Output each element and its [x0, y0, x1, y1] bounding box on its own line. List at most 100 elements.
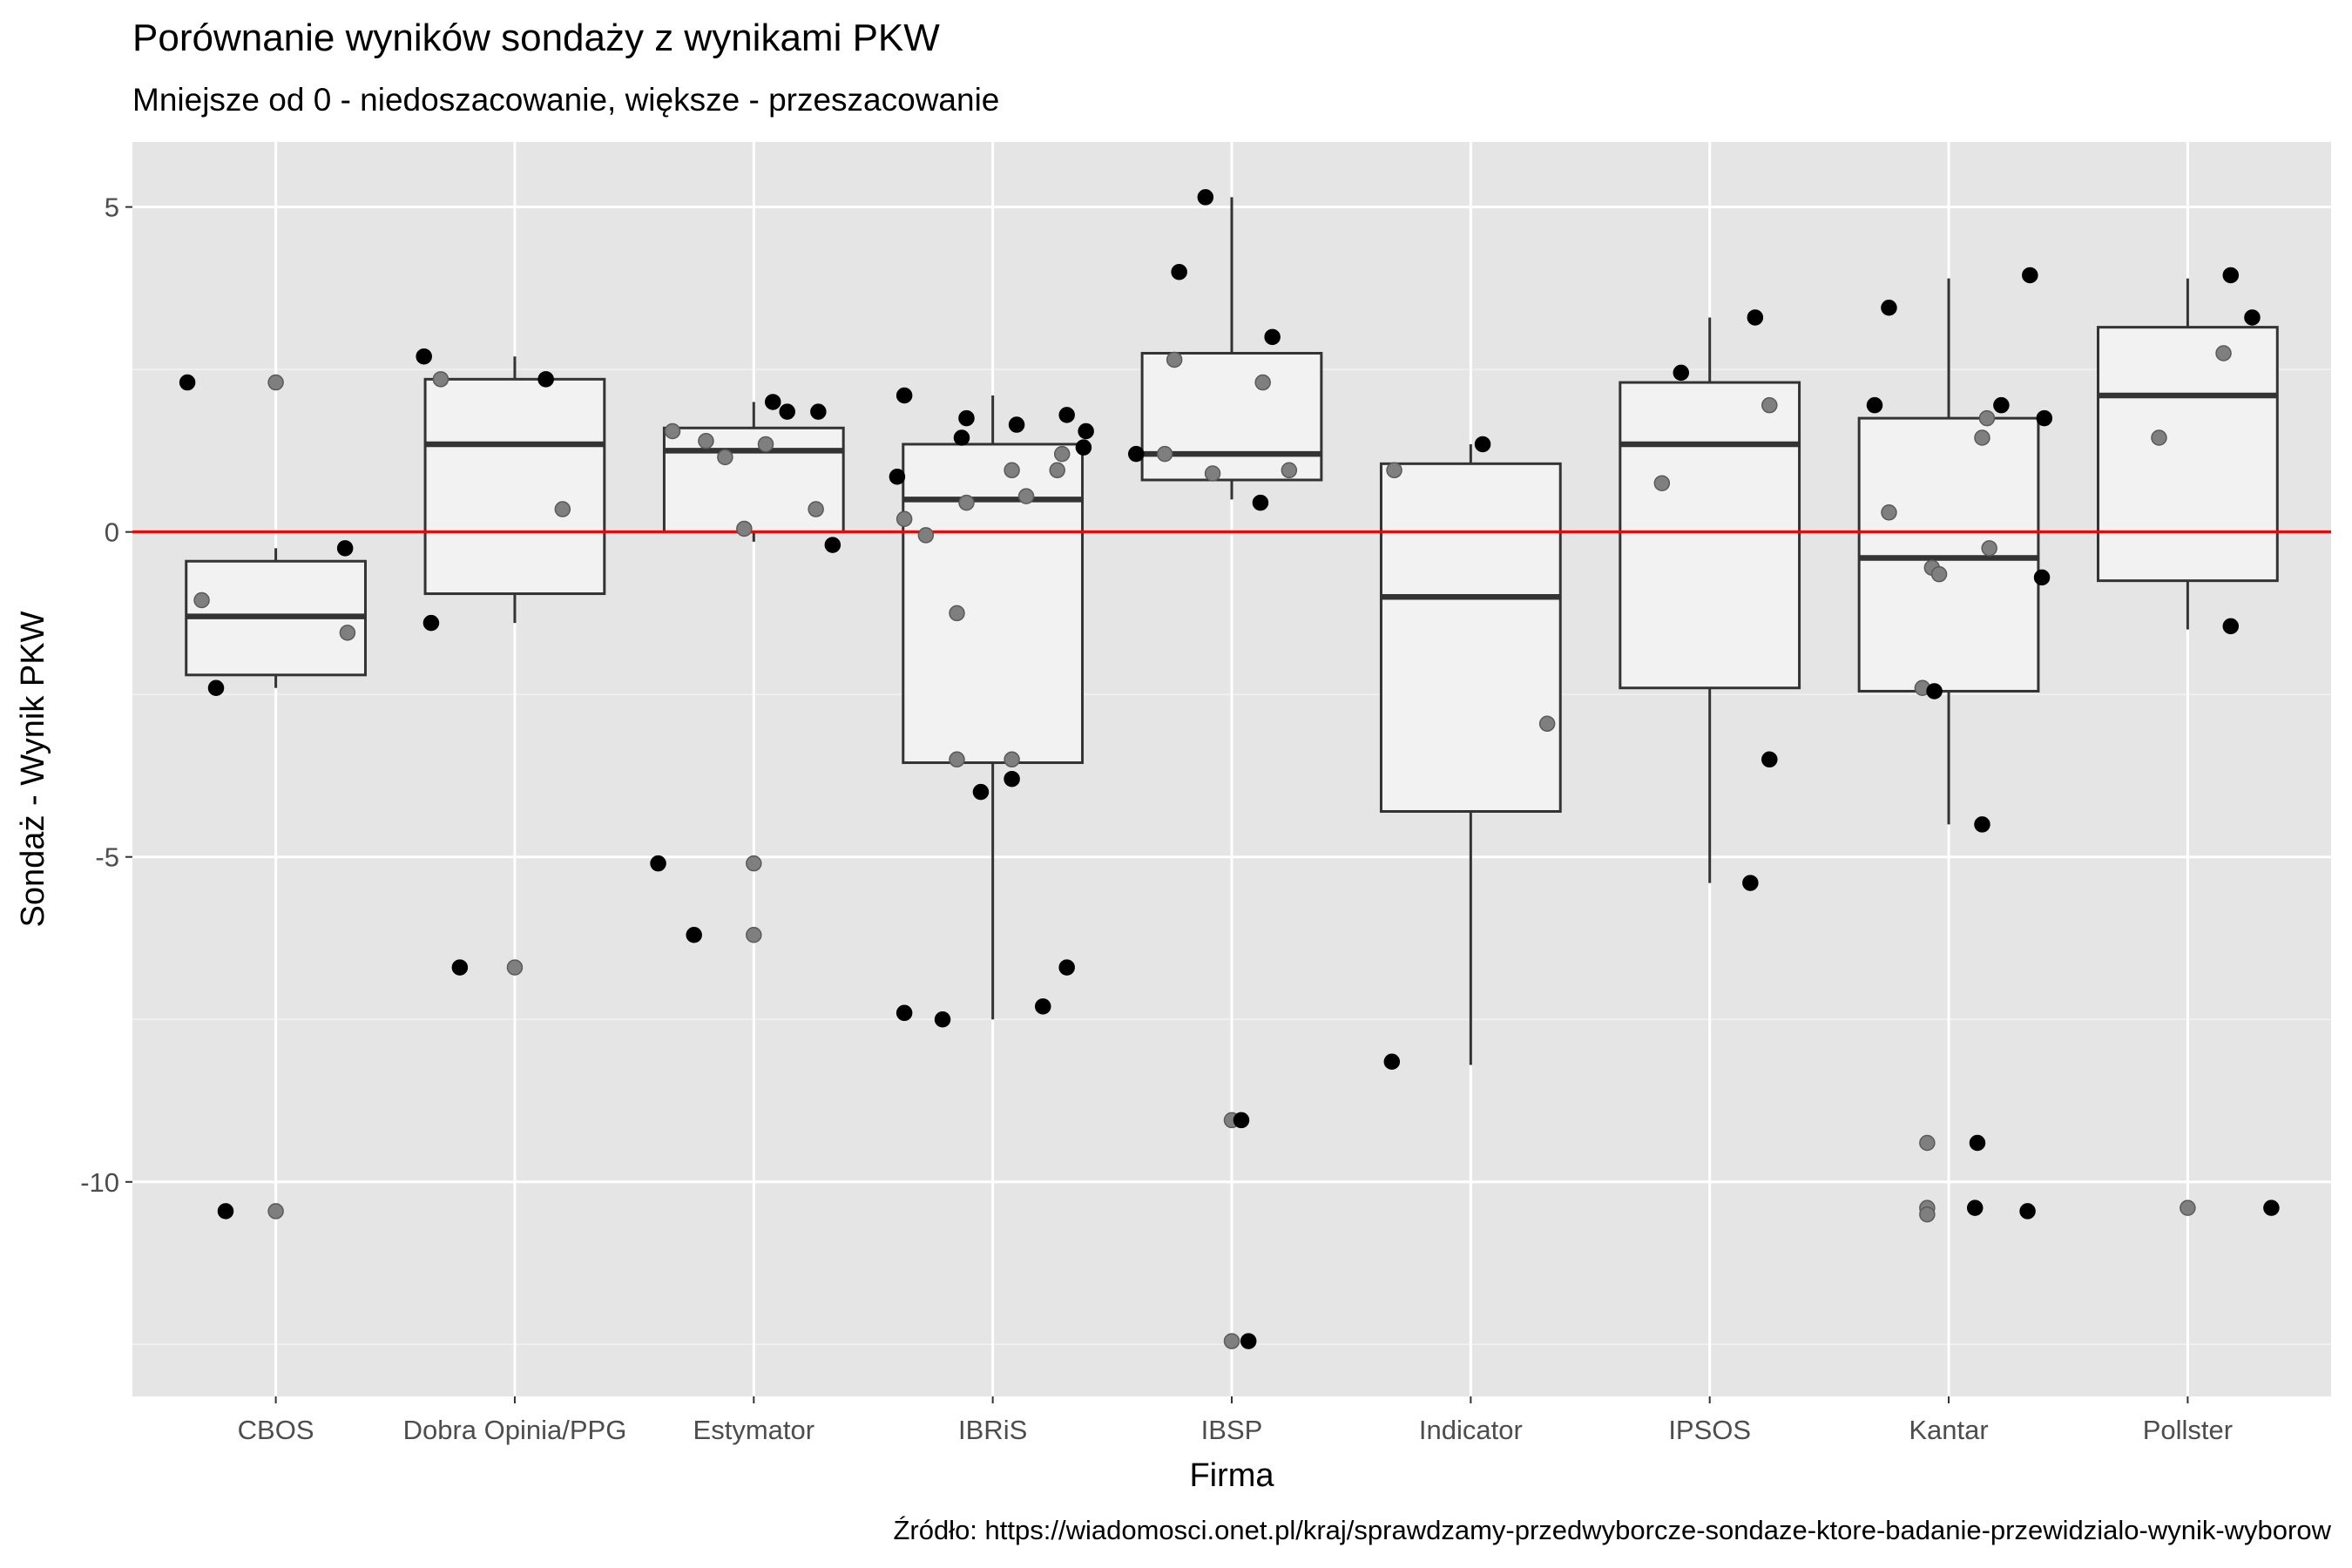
point-kantar — [1974, 429, 1990, 446]
point-dobra-opinia-ppg — [416, 348, 432, 365]
point-estymator — [779, 403, 795, 420]
point-estymator — [746, 855, 762, 872]
point-kantar — [1966, 1200, 1984, 1216]
point-kantar — [1881, 300, 1897, 316]
point-ibris — [958, 409, 975, 427]
point-ibris — [1078, 422, 1094, 440]
point-cbos — [336, 540, 354, 557]
point-ibsp — [1233, 1112, 1250, 1129]
point-ibris — [1017, 488, 1035, 504]
point-ibris — [1008, 416, 1025, 433]
point-cbos — [339, 625, 356, 641]
point-indicator — [1383, 1053, 1401, 1071]
x-tick-label-pollster: Pollster — [2143, 1415, 2233, 1445]
point-ibsp — [1156, 445, 1173, 463]
x-axis-ticks: CBOS Dobra Opinia/PPG Estymator IBRiS IBSP In… — [238, 1396, 2233, 1445]
x-tick-label-ibris: IBRiS — [958, 1415, 1027, 1445]
point-ibsp — [1264, 328, 1281, 346]
point-ibris — [896, 387, 913, 404]
y-axis-ticks: -10 -5 0 5 — [80, 193, 132, 1198]
point-dobra-opinia-ppg — [506, 959, 524, 976]
point-ibsp — [1223, 1333, 1240, 1349]
point-estymator — [698, 432, 714, 449]
point-pollster — [2180, 1200, 2196, 1216]
x-tick-label-cbos: CBOS — [238, 1415, 314, 1445]
point-estymator — [757, 436, 774, 453]
point-ibris — [1004, 770, 1020, 787]
chart-title: Porównanie wyników sondaży z wynikami PK… — [132, 17, 940, 59]
point-ipsos — [1653, 475, 1671, 491]
point-kantar — [1866, 396, 1883, 414]
y-tick-label: -5 — [95, 842, 119, 873]
point-ipsos — [1742, 875, 1759, 891]
point-ibsp — [1166, 351, 1183, 368]
box-dobra-opinia-ppg — [423, 377, 606, 596]
point-indicator — [1386, 462, 1402, 479]
point-kantar — [2033, 569, 2051, 586]
point-ibris — [896, 510, 913, 527]
point-ibris — [889, 468, 906, 485]
point-ibris — [1004, 462, 1020, 479]
point-dobra-opinia-ppg — [432, 371, 449, 388]
point-ibsp — [1128, 445, 1145, 463]
point-indicator — [1538, 715, 1556, 733]
x-tick-label-kantar: Kantar — [1909, 1415, 1988, 1445]
y-tick-label: -10 — [80, 1167, 119, 1198]
point-kantar — [1993, 396, 2010, 414]
x-tick-label-ipsos: IPSOS — [1668, 1415, 1751, 1445]
point-estymator — [736, 520, 753, 537]
source-caption: Źródło: https://wiadomosci.onet.pl/kraj/… — [893, 1515, 2331, 1545]
point-kantar — [2019, 1203, 2036, 1220]
point-ibris — [1053, 445, 1071, 463]
point-indicator — [1474, 436, 1491, 453]
point-ibris — [949, 751, 965, 768]
point-cbos — [193, 591, 210, 609]
point-ipsos — [1673, 364, 1690, 382]
point-cbos — [207, 679, 225, 696]
point-kantar — [1981, 540, 1997, 557]
point-ibris — [1058, 407, 1075, 423]
point-ibsp — [1240, 1333, 1257, 1349]
point-kantar — [1881, 504, 1897, 521]
point-ibris — [1058, 959, 1075, 976]
point-ibsp — [1204, 465, 1221, 482]
point-estymator — [810, 403, 827, 420]
y-tick-label: 5 — [105, 193, 119, 223]
point-ibris — [1049, 462, 1065, 479]
point-dobra-opinia-ppg — [422, 614, 440, 632]
point-ibsp — [1252, 494, 1269, 511]
point-kantar — [1919, 1206, 1936, 1223]
point-estymator — [686, 927, 702, 943]
point-dobra-opinia-ppg — [451, 959, 469, 976]
point-cbos — [267, 374, 284, 391]
point-dobra-opinia-ppg — [537, 371, 554, 388]
point-estymator — [650, 855, 666, 872]
y-tick-label: 0 — [105, 517, 119, 548]
x-tick-label-dobra-opinia-ppg: Dobra Opinia/PPG — [403, 1415, 627, 1445]
point-ibsp — [1171, 263, 1187, 280]
point-estymator — [824, 537, 841, 553]
data-points — [179, 189, 2280, 1349]
point-estymator — [664, 422, 681, 440]
box-ipsos — [1619, 381, 1801, 690]
point-ibris — [1035, 998, 1051, 1015]
point-kantar — [1919, 1134, 1936, 1152]
point-ibsp — [1254, 374, 1271, 391]
point-cbos — [267, 1203, 284, 1220]
point-ibris — [953, 429, 970, 446]
point-kantar — [2036, 409, 2053, 427]
box-ibris — [902, 443, 1085, 765]
point-ibris — [917, 527, 935, 544]
box-indicator — [1379, 462, 1562, 813]
point-ibris — [896, 1004, 913, 1022]
point-cbos — [217, 1203, 234, 1220]
point-estymator — [717, 449, 733, 466]
point-kantar — [2022, 267, 2038, 284]
point-pollster — [2151, 429, 2167, 446]
point-kantar — [1978, 409, 1996, 427]
point-cbos — [179, 374, 196, 391]
point-ipsos — [1761, 396, 1778, 414]
point-kantar — [1974, 816, 1990, 833]
point-ibsp — [1281, 462, 1298, 479]
